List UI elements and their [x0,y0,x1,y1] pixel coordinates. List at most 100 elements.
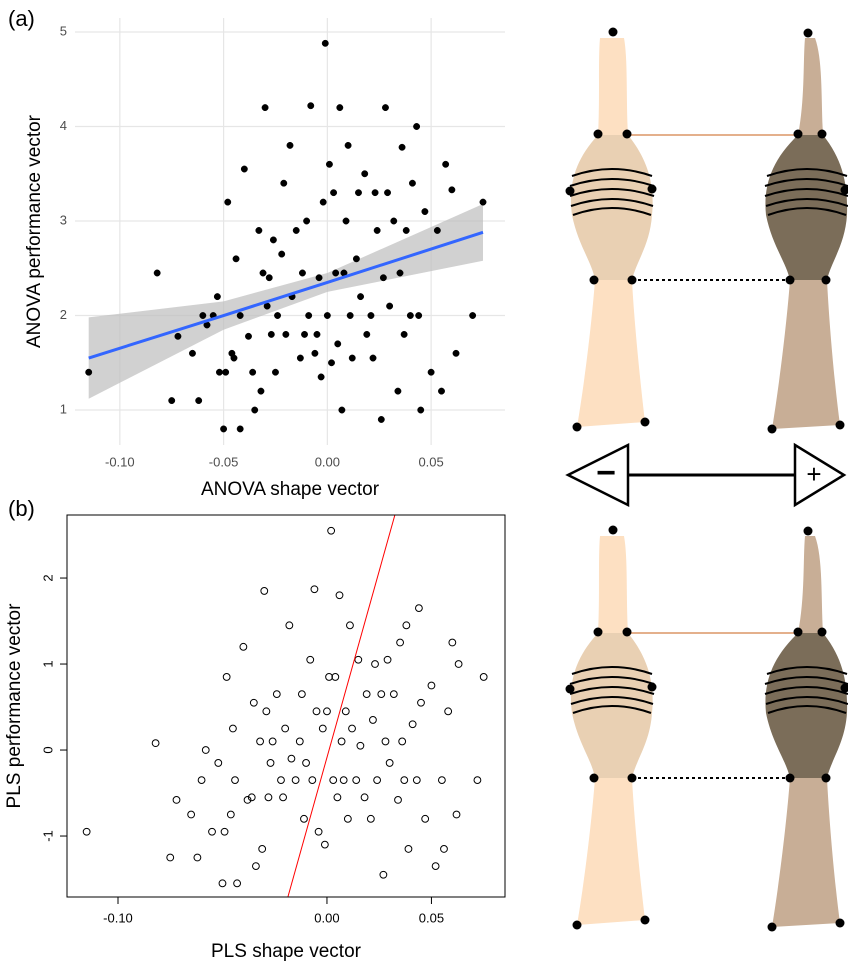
data-point [324,708,331,715]
data-point [202,747,209,754]
data-point [303,760,310,767]
data-point [347,312,353,318]
data-point [299,270,305,276]
data-point [449,639,456,646]
x-tick-label: -0.10 [105,454,135,469]
data-point [480,674,487,681]
data-point [321,841,328,848]
data-point [315,828,322,835]
data-point [237,426,243,432]
data-point [416,605,423,612]
data-point [273,691,280,698]
data-point [169,397,175,403]
data-point [274,312,280,318]
data-point [370,717,377,724]
x-tick-label: -0.05 [209,454,239,469]
data-point [152,740,159,747]
x-tick-label: -0.10 [103,910,133,925]
data-point [313,708,320,715]
data-point [370,355,376,361]
data-point [403,622,410,629]
data-point [316,275,322,281]
data-point [259,846,266,853]
data-point [173,797,180,804]
data-point [474,777,481,784]
shape-diagram-bottom [566,526,848,932]
data-point [401,331,407,337]
y-tick-label: 5 [60,23,67,38]
data-point [167,854,174,861]
data-point [422,815,429,822]
data-point [175,333,181,339]
data-point [442,161,448,167]
data-point [267,760,274,767]
data-point [418,407,424,413]
data-point [269,738,276,745]
data-point [363,691,370,698]
data-point [214,293,220,299]
y-tick-label: 4 [60,118,67,133]
data-point [330,777,337,784]
data-point [330,189,336,195]
data-point [397,639,404,646]
data-point [334,794,341,801]
data-point [328,360,334,366]
data-point [320,199,326,205]
data-point [347,622,354,629]
data-point [367,815,374,822]
data-point [372,661,379,668]
data-point [335,341,341,347]
data-point [432,863,439,870]
data-point [345,142,351,148]
data-point [287,142,293,148]
data-point [303,218,309,224]
data-point [395,797,402,804]
data-point [252,407,258,413]
data-point [374,777,381,784]
data-point [480,199,486,205]
data-point [314,331,320,337]
data-point [221,828,228,835]
data-point [332,270,338,276]
data-point [220,426,226,432]
data-point [382,738,389,745]
data-point [386,303,392,309]
data-point [268,331,274,337]
data-point [336,592,343,599]
data-point [343,218,349,224]
data-point [278,777,285,784]
fit-line [288,515,395,897]
data-point [198,777,205,784]
data-point [319,725,326,732]
data-point [355,189,361,195]
data-point [418,699,425,706]
data-point [378,691,385,698]
data-point [262,104,268,110]
data-point [362,171,368,177]
data-point [280,794,287,801]
data-point [326,161,332,167]
y-tick-label: 2 [60,307,67,322]
data-point [407,312,413,318]
data-point [233,256,239,262]
data-point [453,350,459,356]
data-point [83,828,90,835]
data-point [361,794,368,801]
panel-label: (a) [8,6,35,31]
data-point [415,312,421,318]
data-point [386,760,393,767]
y-tick-label: -1 [40,830,55,842]
data-point [215,760,222,767]
data-point [364,331,370,337]
data-point [293,227,299,233]
data-point [188,811,195,818]
data-point [318,374,324,380]
data-point [344,815,351,822]
x-tick-label: 0.00 [315,454,340,469]
data-point [249,369,255,375]
data-point [261,588,268,595]
data-point [324,312,330,318]
data-point [390,691,397,698]
data-point [380,871,387,878]
data-point [281,180,287,186]
